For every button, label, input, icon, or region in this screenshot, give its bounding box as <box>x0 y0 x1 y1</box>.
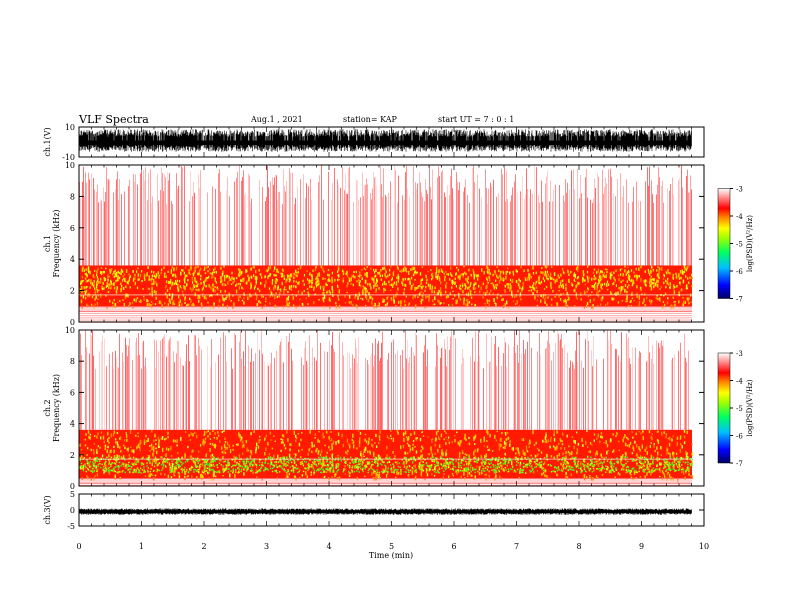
s1-ytick-label: 10 <box>65 161 75 170</box>
ch1-trace <box>78 129 692 152</box>
s1-ytick-label: 2 <box>70 287 75 296</box>
start-time-label: start UT = 7 : 0 : 1 <box>438 115 515 124</box>
s1-colorbar-tick-label: -5 <box>736 241 743 249</box>
xtick-label: 3 <box>264 542 269 551</box>
ch1-ytick-label: 10 <box>65 123 75 132</box>
s1-ylabel-channel: ch.1 <box>43 235 52 252</box>
s1-colorbar-tick-label: -7 <box>736 296 743 304</box>
s2-colorbar-label: log(PSD)(V²/Hz) <box>746 379 754 436</box>
s2-colorbar <box>717 352 731 464</box>
ch3-trace <box>78 508 692 515</box>
s2-ylabel-channel: ch.2 <box>43 399 52 416</box>
ch3-ytick-label: 0 <box>70 506 75 515</box>
s2-ytick-label: 10 <box>65 326 75 335</box>
s1-ytick-label: 8 <box>70 192 75 201</box>
xtick-label: 2 <box>201 542 206 551</box>
s2-ytick-label: 0 <box>70 482 75 491</box>
ch1-ytick-label: -10 <box>62 153 75 162</box>
station-label: station= KAP <box>343 115 397 124</box>
xtick-label: 8 <box>576 542 581 551</box>
s2-spectrogram <box>78 329 733 487</box>
s2-ytick-label: 2 <box>70 451 75 460</box>
ch3-ylabel: ch.3(V) <box>43 495 52 524</box>
xtick-label: 1 <box>139 542 144 551</box>
xtick-label: 10 <box>699 542 709 551</box>
ch3-ytick-label: -5 <box>67 522 75 531</box>
s1-ytick-label: 6 <box>70 224 75 233</box>
s1-ytick-label: 4 <box>70 255 75 264</box>
s2-ytick-label: 8 <box>70 357 75 366</box>
s1-spectrogram <box>78 164 733 323</box>
date-label: Aug.1 , 2021 <box>251 115 303 124</box>
xtick-label: 6 <box>451 542 456 551</box>
xtick-label: 5 <box>389 542 394 551</box>
xtick-label: 4 <box>326 542 331 551</box>
ch1-ylabel: ch.1(V) <box>43 127 52 156</box>
s2-ytick-label: 6 <box>70 388 75 397</box>
s1-colorbar-tick-label: -6 <box>736 268 743 276</box>
s1-colorbar-tick-label: -3 <box>736 186 743 194</box>
s2-ytick-label: 4 <box>70 420 75 429</box>
plot-title: VLF Spectra <box>79 113 149 126</box>
x-axis-label: Time (min) <box>369 551 413 560</box>
ch3-ytick-label: 5 <box>70 490 75 499</box>
s2-colorbar-tick-label: -6 <box>736 433 743 441</box>
xtick-label: 7 <box>514 542 519 551</box>
s2-colorbar-tick-label: -5 <box>736 405 743 413</box>
s2-colorbar-tick-label: -3 <box>736 350 743 358</box>
s1-ylabel-freq: Frequency (kHz) <box>52 209 61 277</box>
s1-ytick-label: 0 <box>70 318 75 327</box>
xtick-label: 9 <box>639 542 644 551</box>
xtick-label: 0 <box>76 542 81 551</box>
s2-colorbar-tick-label: -4 <box>736 378 743 386</box>
s1-colorbar-tick-label: -4 <box>736 213 743 221</box>
s2-ylabel-freq: Frequency (kHz) <box>52 374 61 442</box>
s1-colorbar-label: log(PSD)(V²/Hz) <box>746 215 754 272</box>
s2-colorbar-tick-label: -7 <box>736 460 743 468</box>
s1-colorbar <box>717 188 731 299</box>
